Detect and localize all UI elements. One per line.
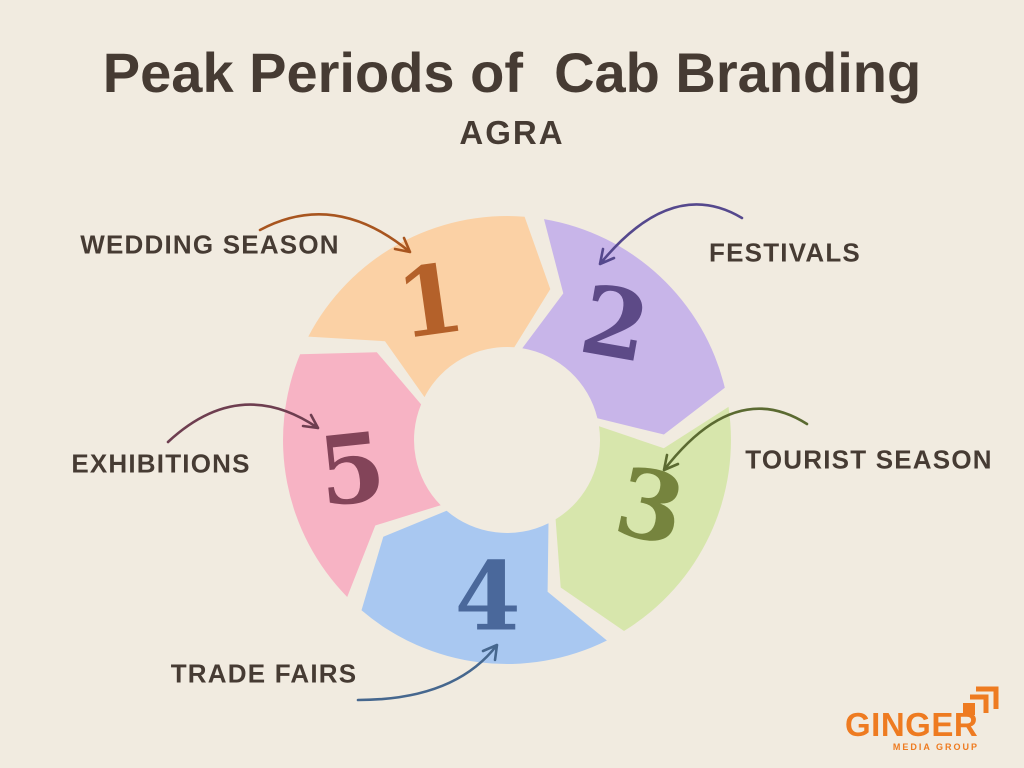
segment-exhibitions [283, 352, 441, 597]
segment-festivals [522, 219, 725, 435]
segment-trade-fairs [361, 510, 607, 665]
label-wedding-season: WEDDING SEASON [80, 229, 340, 260]
segment-number-5: 5 [313, 411, 390, 528]
label-tourist-season: TOURIST SEASON [745, 444, 993, 475]
logo: GINGER MEDIA GROUP [845, 684, 1003, 756]
arrow-tourist-season [662, 407, 809, 472]
logo-name: GINGER [845, 706, 979, 743]
segment-number-4: 4 [455, 541, 521, 652]
arrow-trade-fairs [356, 643, 499, 702]
page-title: Peak Periods of Cab Branding [102, 41, 922, 104]
logo-tagline: MEDIA GROUP [892, 742, 979, 752]
label-exhibitions: EXHIBITIONS [71, 448, 251, 479]
label-trade-fairs: TRADE FAIRS [170, 658, 358, 689]
segment-tourist-season [555, 406, 731, 631]
segment-number-1: 1 [390, 242, 471, 361]
logo-nested-squares-icon [963, 686, 999, 715]
arrow-festivals [598, 203, 744, 266]
segment-wedding-season [308, 216, 551, 398]
arrow-wedding-season [258, 213, 412, 254]
label-festivals: FESTIVALS [709, 237, 861, 268]
arrow-exhibitions [166, 403, 320, 444]
annotation-arrows [166, 203, 809, 702]
page-subtitle: AGRA [459, 114, 565, 151]
